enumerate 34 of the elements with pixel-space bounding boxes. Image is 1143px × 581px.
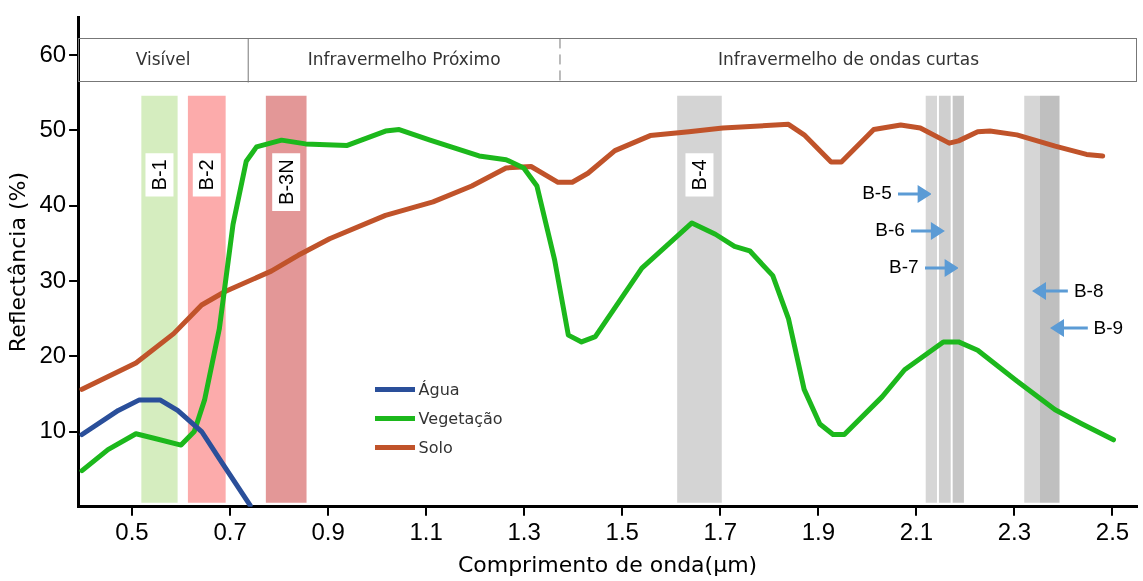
x-tick-label: 0.5 — [115, 517, 149, 545]
x-tick-label: 2.1 — [899, 517, 934, 545]
x-tick-label: 1.9 — [801, 517, 836, 545]
x-tick-label: 0.9 — [311, 517, 345, 545]
legend-label: Água — [418, 379, 460, 399]
band-label: B-9 — [1093, 316, 1124, 338]
annotation: Infravermelho Próximo — [307, 48, 501, 69]
band-label: B-2 — [195, 159, 218, 191]
x-axis-title: Comprimento de onda(μm) — [457, 551, 758, 577]
legend-label: Vegetação — [418, 408, 503, 428]
x-tick-label: 1.1 — [409, 517, 443, 545]
x-tick-label: 2.5 — [1095, 517, 1130, 545]
x-tick-label: 1.7 — [703, 517, 737, 545]
y-tick-label: 60 — [39, 39, 67, 67]
y-tick-label: 10 — [39, 416, 67, 444]
band-label: B-1 — [147, 159, 170, 191]
y-axis-title: Reflectância (%) — [4, 172, 30, 353]
y-tick-label: 50 — [39, 114, 67, 142]
band-label: B-6 — [875, 218, 905, 240]
annotation: Visível — [135, 48, 191, 69]
x-tick-label: 2.3 — [997, 517, 1032, 545]
y-tick-label: 40 — [39, 190, 67, 218]
annotation: Infravermelho de ondas curtas — [717, 48, 980, 69]
band-label: B-8 — [1073, 279, 1104, 301]
x-tick-label: 1.3 — [507, 517, 541, 545]
y-tick-label: 20 — [39, 340, 67, 368]
band-label: B-5 — [862, 181, 892, 203]
band-label: B-4 — [687, 159, 710, 191]
band-label: B-7 — [889, 255, 919, 277]
x-tick-label: 0.7 — [213, 517, 247, 545]
y-tick-label: 30 — [39, 265, 67, 293]
legend-label: Solo — [418, 437, 453, 457]
x-tick-label: 1.5 — [605, 517, 639, 545]
band-label: B-3N — [274, 159, 297, 205]
